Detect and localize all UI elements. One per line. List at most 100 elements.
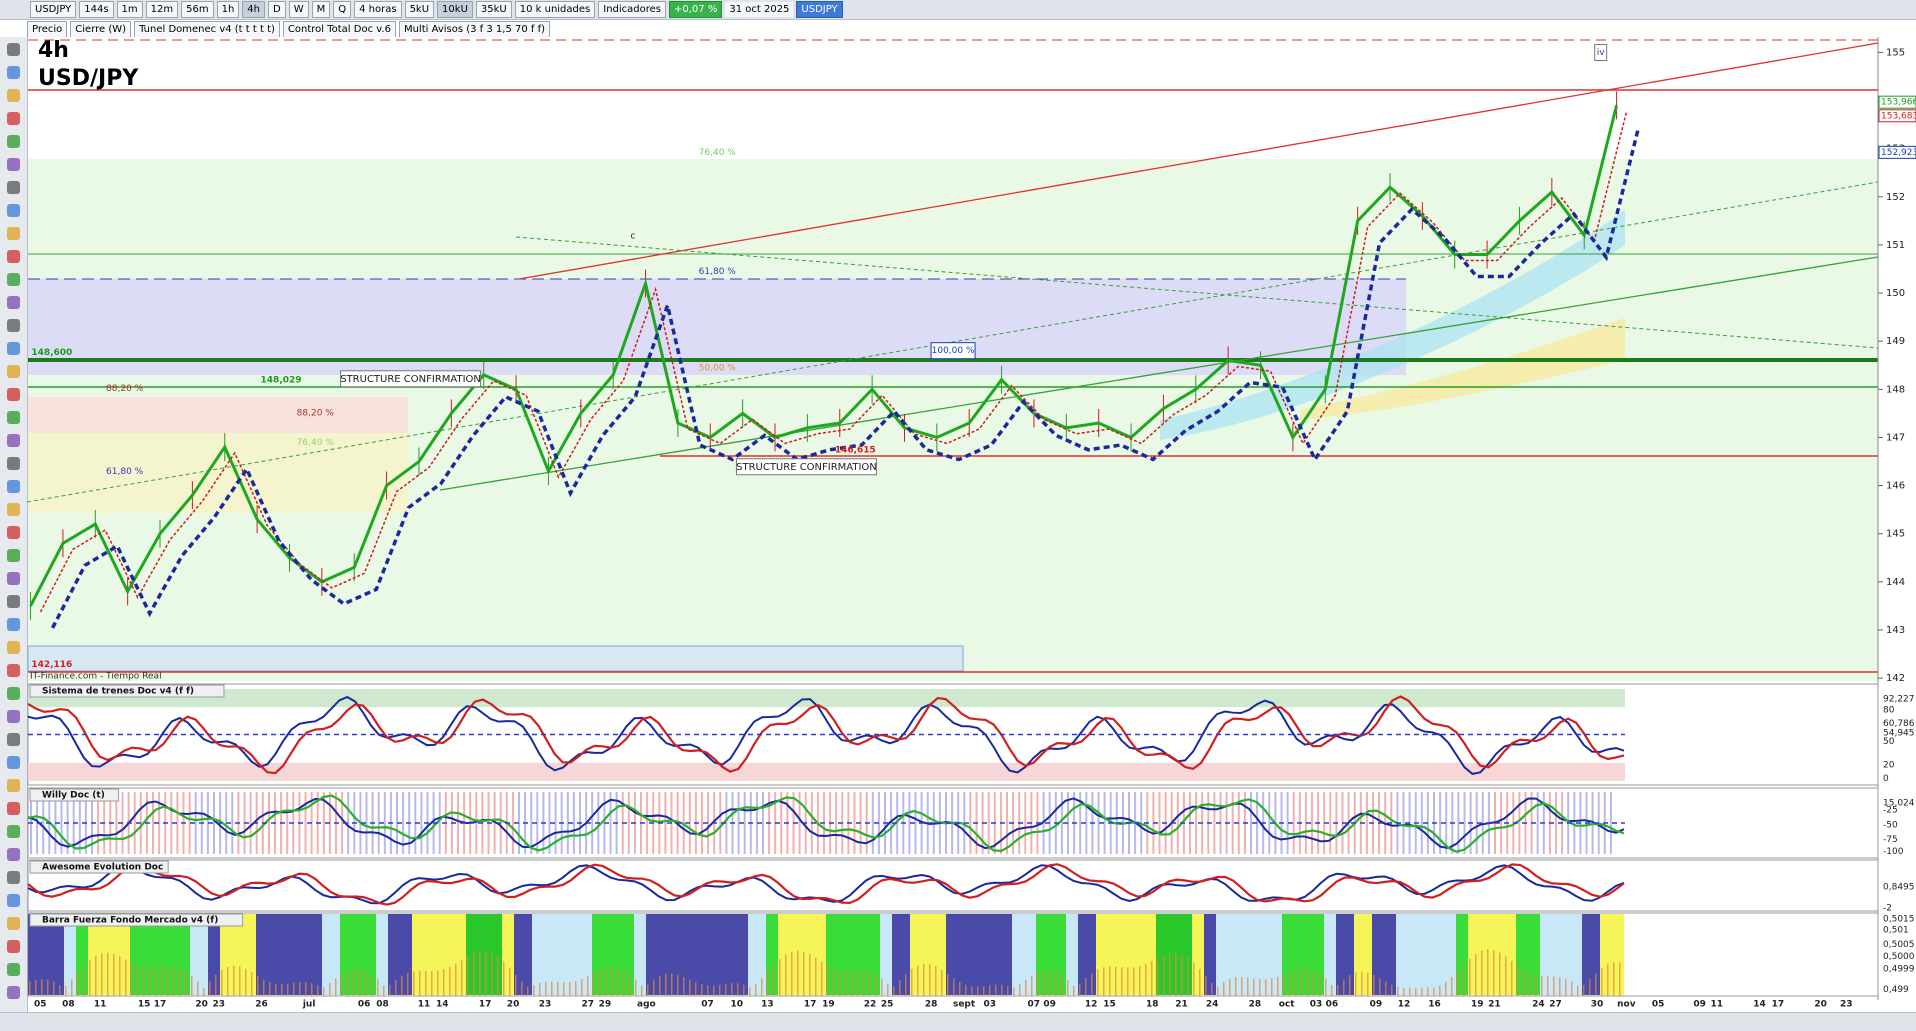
tool-icon[interactable] <box>7 549 20 562</box>
tool-icon[interactable] <box>7 848 20 861</box>
tool-icon[interactable] <box>7 388 20 401</box>
tool-icon[interactable] <box>7 135 20 148</box>
interval-button[interactable]: D <box>268 1 286 18</box>
tool-icon[interactable] <box>7 296 20 309</box>
interval-button[interactable]: 56m <box>181 1 214 18</box>
x-tick-label: 23 <box>212 1000 225 1010</box>
tool-icon[interactable] <box>7 963 20 976</box>
tool-icon[interactable] <box>7 595 20 608</box>
oscillator <box>27 794 1625 853</box>
strength-bar <box>1006 914 1013 995</box>
strength-bar <box>394 914 401 995</box>
strength-bar <box>1384 914 1391 995</box>
strength-tick <box>311 982 313 996</box>
strength-bar <box>1114 914 1121 995</box>
tool-icon[interactable] <box>7 664 20 677</box>
strength-bar <box>220 914 227 995</box>
tool-icon[interactable] <box>7 618 20 631</box>
tool-icon[interactable] <box>7 250 20 263</box>
strength-tick <box>827 965 829 996</box>
strength-tick <box>1085 977 1087 996</box>
tool-icon[interactable] <box>7 112 20 125</box>
tool-icon[interactable] <box>7 365 20 378</box>
interval-button[interactable]: 4h <box>242 1 265 18</box>
strength-tick <box>275 983 277 996</box>
tool-icon[interactable] <box>7 894 20 907</box>
tool-icon[interactable] <box>7 89 20 102</box>
tool-icon[interactable] <box>7 733 20 746</box>
strength-tick <box>647 984 649 996</box>
strength-bar <box>172 914 179 995</box>
tool-icon[interactable] <box>7 503 20 516</box>
strength-bar <box>1534 914 1541 995</box>
tool-icon[interactable] <box>7 227 20 240</box>
strength-bar <box>298 914 305 995</box>
strength-bar <box>256 914 263 995</box>
tool-icon[interactable] <box>7 917 20 930</box>
tool-icon[interactable] <box>7 526 20 539</box>
strength-bar <box>1600 914 1607 995</box>
tool-icon[interactable] <box>7 342 20 355</box>
tool-icon[interactable] <box>7 411 20 424</box>
strength-bar <box>322 914 329 995</box>
unit-button[interactable]: 10kU <box>437 1 473 18</box>
annotation: STRUCTURE CONFIRMATION <box>736 462 877 473</box>
period-select[interactable]: 4 horas <box>354 1 402 18</box>
interval-button[interactable]: Q <box>333 1 352 18</box>
tool-icon[interactable] <box>7 940 20 953</box>
interval-button[interactable]: 1h <box>216 1 240 18</box>
tool-icon[interactable] <box>7 434 20 447</box>
tool-icon[interactable] <box>7 204 20 217</box>
interval-button[interactable]: 144s <box>79 1 114 18</box>
tool-icon[interactable] <box>7 66 20 79</box>
tool-icon[interactable] <box>7 986 20 999</box>
strength-bar <box>604 914 611 995</box>
tool-icon[interactable] <box>7 871 20 884</box>
tool-icon[interactable] <box>7 457 20 470</box>
indicators-button[interactable]: Indicadores <box>598 1 667 18</box>
strength-tick <box>1073 985 1075 996</box>
tool-icon[interactable] <box>7 710 20 723</box>
tool-icon[interactable] <box>7 802 20 815</box>
tool-icon[interactable] <box>7 158 20 171</box>
unit-button[interactable]: 5kU <box>404 1 435 18</box>
tool-icon[interactable] <box>7 641 20 654</box>
unit-button[interactable]: 35kU <box>475 1 512 18</box>
x-tick-label: 27 <box>581 1000 594 1010</box>
symbol-select[interactable]: USDJPY <box>30 1 77 18</box>
unit-select[interactable]: 10 k unidades <box>514 1 596 18</box>
strength-tick <box>707 985 709 996</box>
tool-icon[interactable] <box>7 43 20 56</box>
x-tick-label: 24 <box>1206 1000 1219 1010</box>
interval-button[interactable]: M <box>311 1 331 18</box>
strength-bar <box>412 914 419 995</box>
hist-bar <box>1536 792 1539 854</box>
tool-icon[interactable] <box>7 687 20 700</box>
tool-icon[interactable] <box>7 181 20 194</box>
hist-bar <box>798 792 801 854</box>
date: 31 oct 2025 <box>725 2 794 17</box>
strength-tick <box>197 981 199 996</box>
strength-tick <box>1475 953 1477 996</box>
tool-icon[interactable] <box>7 779 20 792</box>
interval-button[interactable]: 1m <box>116 1 143 18</box>
strength-bar <box>1120 914 1127 995</box>
tool-icon[interactable] <box>7 319 20 332</box>
interval-button[interactable]: 12m <box>145 1 179 18</box>
legend-bar: Precio Cierre (W) Tunel Domenec v4 (t t t … <box>27 20 551 38</box>
tool-icon[interactable] <box>7 756 20 769</box>
hist-bar <box>304 792 307 854</box>
strength-tick <box>497 956 499 996</box>
tool-icon[interactable] <box>7 480 20 493</box>
strength-tick <box>491 952 493 996</box>
interval-button[interactable]: W <box>288 1 309 18</box>
strength-bar <box>766 914 773 995</box>
tool-icon[interactable] <box>7 273 20 286</box>
tool-icon[interactable] <box>7 825 20 838</box>
strength-bar <box>190 914 197 995</box>
strength-tick <box>1199 969 1201 996</box>
strength-tick <box>761 978 763 996</box>
tool-icon[interactable] <box>7 572 20 585</box>
x-tick-label: 06 <box>358 1000 371 1010</box>
